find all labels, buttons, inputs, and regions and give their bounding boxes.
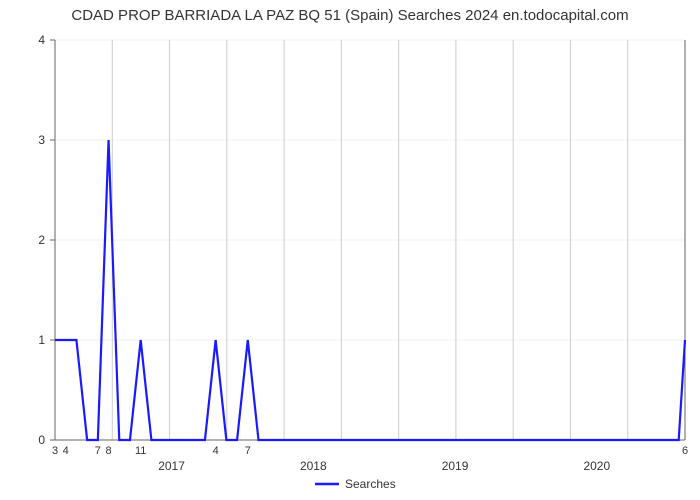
x-minor-label: 11 — [135, 445, 146, 457]
x-major-label: 2019 — [442, 459, 469, 473]
x-major-label: 2018 — [300, 459, 327, 473]
x-major-label: 2020 — [583, 459, 610, 473]
chart-container: CDAD PROP BARRIADA LA PAZ BQ 51 (Spain) … — [0, 0, 700, 500]
y-tick-label: 2 — [38, 233, 45, 247]
x-minor-label: 7 — [95, 445, 101, 457]
x-major-label: 2017 — [158, 459, 185, 473]
x-minor-label: 7 — [245, 445, 251, 457]
chart-title: CDAD PROP BARRIADA LA PAZ BQ 51 (Spain) … — [71, 7, 628, 24]
series-line — [55, 140, 685, 440]
x-minor-label: 3 — [52, 445, 58, 457]
x-minor-label: 8 — [105, 445, 111, 457]
x-minor-label: 4 — [63, 445, 69, 457]
x-minor-label: 4 — [213, 445, 219, 457]
line-chart: CDAD PROP BARRIADA LA PAZ BQ 51 (Spain) … — [0, 0, 700, 500]
y-tick-label: 4 — [38, 33, 45, 47]
legend-label: Searches — [345, 477, 396, 491]
x-minor-label: 6 — [682, 445, 688, 457]
y-tick-label: 1 — [38, 333, 45, 347]
y-tick-label: 0 — [38, 433, 45, 447]
y-tick-label: 3 — [38, 133, 45, 147]
